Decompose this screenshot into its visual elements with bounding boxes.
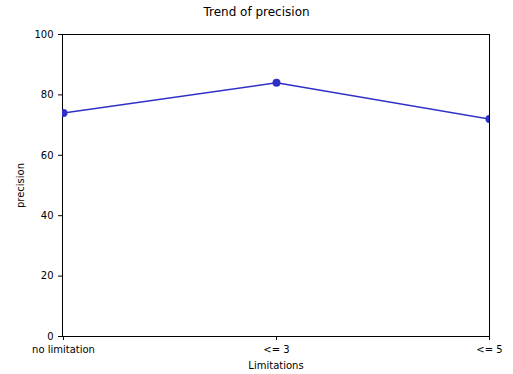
html-text:Trend of precision: Trend of precision [203,5,310,19]
svg-text:0: 0 [47,331,53,342]
svg-text:40: 40 [41,210,54,221]
svg-text:precision: precision [15,163,26,208]
svg-text:Limitations: Limitations [248,360,303,371]
svg-text:60: 60 [41,150,54,161]
svg-text:80: 80 [41,89,54,100]
svg-text:100: 100 [34,29,53,40]
svg-text:<= 5: <= 5 [476,344,502,355]
svg-text:20: 20 [41,270,54,281]
svg-text:no limitation: no limitation [32,344,95,355]
svg-text:<= 3: <= 3 [263,344,289,355]
